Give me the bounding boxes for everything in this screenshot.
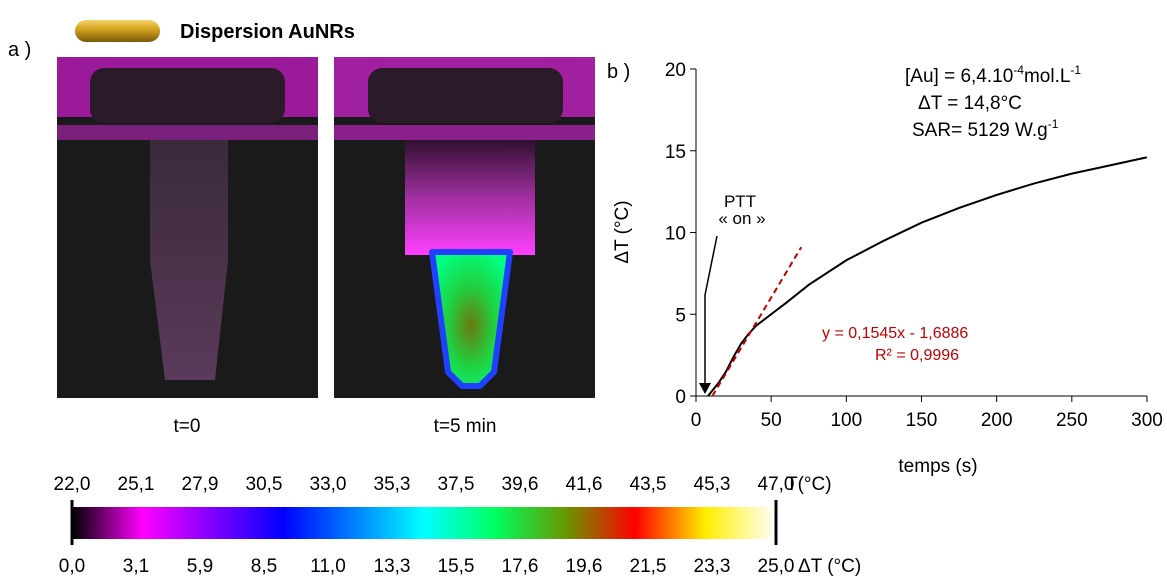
- fit-r2: R² = 0,9996: [875, 347, 959, 364]
- colorbar-top-label: 39,6: [502, 474, 539, 495]
- colorbar-bottom-label: 3,1: [123, 556, 149, 577]
- x-axis-label: temps (s): [898, 456, 977, 477]
- colorbar-bottom-unit: ΔT (°C): [798, 556, 861, 577]
- colorbar-bottom-label: 13,3: [374, 556, 411, 577]
- colorbar: [70, 500, 778, 545]
- colorbar-bottom-label: 25,0: [758, 556, 795, 577]
- thermal-image-after: [334, 57, 595, 398]
- x-tick-label: 50: [761, 410, 782, 431]
- fit-equation: y = 0,1545x - 1,6886: [822, 325, 968, 342]
- x-tick-label: 200: [981, 410, 1013, 431]
- colorbar-bottom-label: 8,5: [251, 556, 277, 577]
- arrow-head: [699, 383, 711, 394]
- x-tick-label: 250: [1056, 410, 1088, 431]
- caption: t=0: [174, 416, 201, 437]
- x-tick-label: 300: [1131, 410, 1163, 431]
- x-tick-label: 0: [691, 410, 702, 431]
- annotation: SAR= 5129 W.g-1: [912, 117, 1059, 141]
- x-tick-label: 150: [906, 410, 938, 431]
- colorbar-top-label: 45,3: [694, 474, 731, 495]
- title: Dispersion AuNRs: [180, 21, 355, 43]
- y-tick-label: 10: [665, 224, 686, 245]
- colorbar-top-label: 33,0: [310, 474, 347, 495]
- caption: t=5 min: [434, 416, 497, 437]
- colorbar-bottom-label: 19,6: [566, 556, 603, 577]
- colorbar-bottom-label: 0,0: [59, 556, 85, 577]
- annotation-text: SAR= 5129 W.g: [912, 120, 1048, 141]
- colorbar-top-unit: T(°C): [786, 474, 832, 495]
- colorbar-bottom-label: 21,5: [630, 556, 667, 577]
- colorbar-bottom-label: 17,6: [502, 556, 539, 577]
- colorbar-bottom-label: 5,9: [187, 556, 213, 577]
- superscript: -1: [1070, 63, 1081, 77]
- superscript: -4: [1013, 63, 1024, 77]
- colorbar-top-label: 22,0: [54, 474, 91, 495]
- annotation: [Au] = 6,4.10-4mol.L-1: [905, 63, 1081, 87]
- x-tick-label: 100: [830, 410, 862, 431]
- y-tick-label: 5: [675, 305, 686, 326]
- data-line: [707, 156, 1148, 397]
- annotation-text: mol.L: [1024, 66, 1070, 87]
- annotation: PTT: [724, 192, 756, 211]
- annotation: ΔT = 14,8°C: [918, 93, 1022, 114]
- colorbar-top-label: 30,5: [246, 474, 283, 495]
- y-tick-label: 0: [675, 387, 686, 408]
- fit-line: [711, 246, 803, 397]
- ptt-arrow: [704, 235, 718, 384]
- superscript: -1: [1048, 117, 1059, 131]
- colorbar-top-label: 43,5: [630, 474, 667, 495]
- colorbar-top-label: 37,5: [438, 474, 475, 495]
- colorbar-top-label: 25,1: [118, 474, 155, 495]
- colorbar-bottom-label: 11,0: [310, 556, 346, 577]
- colorbar-gradient: [72, 507, 776, 539]
- panel-label: a ): [8, 39, 31, 61]
- y-tick-label: 20: [665, 60, 686, 81]
- annotation: « on »: [718, 209, 765, 228]
- annotation-text: [Au] = 6,4.10: [905, 66, 1013, 87]
- colorbar-top-label: 35,3: [374, 474, 411, 495]
- panel-label: b ): [607, 61, 630, 83]
- colorbar-bottom-label: 23,3: [694, 556, 731, 577]
- thermal-image-before: [57, 57, 318, 398]
- y-axis-label: ΔT (°C): [612, 200, 633, 263]
- colorbar-bottom-label: 15,5: [438, 556, 475, 577]
- colorbar-top-label: 41,6: [566, 474, 603, 495]
- y-tick-label: 15: [665, 142, 686, 163]
- colorbar-top-label: 27,9: [182, 474, 219, 495]
- nanorod-icon: [75, 20, 160, 42]
- colorbar-top-label: 47,0: [758, 474, 795, 495]
